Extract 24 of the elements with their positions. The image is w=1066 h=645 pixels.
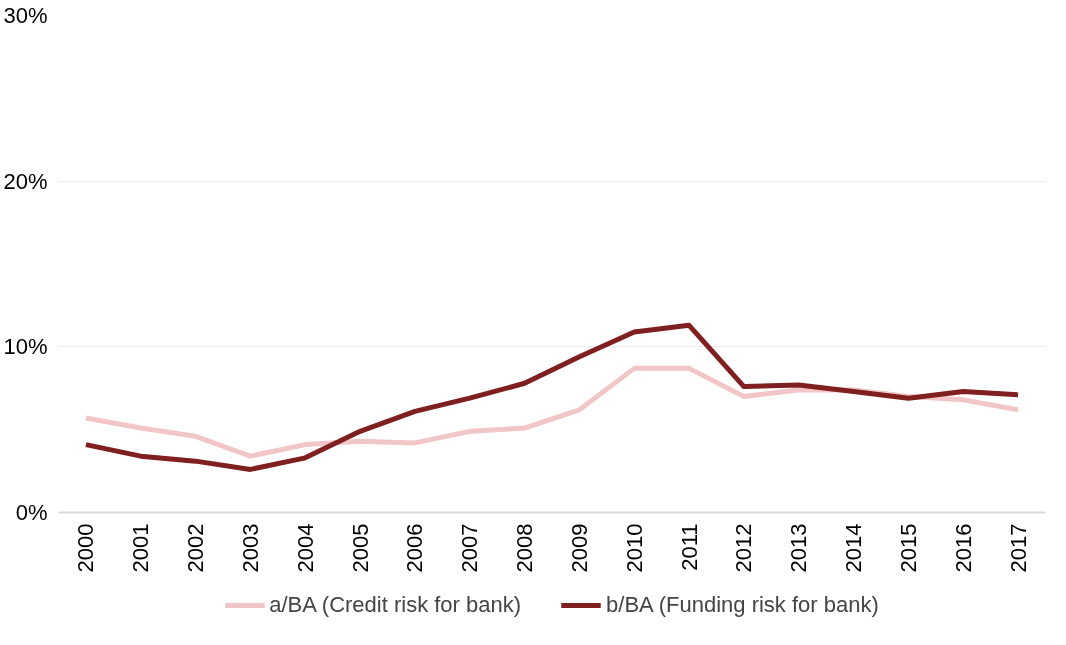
legend-label: a/BA (Credit risk for bank) <box>269 592 522 618</box>
y-tick-label: 10% <box>3 334 48 360</box>
x-tick-label: 2006 <box>402 523 428 573</box>
x-tick-label: 2012 <box>731 523 757 573</box>
x-tick-label: 2008 <box>512 523 538 573</box>
x-tick-label: 2007 <box>457 523 483 573</box>
x-tick-label: 2017 <box>1005 523 1031 573</box>
x-tick-label: 2003 <box>237 523 263 573</box>
legend-label: b/BA (Funding risk for bank) <box>606 592 879 618</box>
x-tick-label: 2016 <box>950 523 976 573</box>
x-tick-label: 2015 <box>895 523 921 573</box>
x-tick-label: 2013 <box>786 523 812 573</box>
x-tick-label: 2002 <box>183 523 209 573</box>
x-tick-label: 2000 <box>73 523 99 573</box>
x-tick-label: 2004 <box>292 523 318 573</box>
x-tick-label: 2014 <box>841 523 867 573</box>
y-tick-label: 0% <box>15 500 48 525</box>
x-tick-label: 2001 <box>128 523 154 573</box>
y-tick-label: 20% <box>3 168 48 194</box>
x-tick-label: 2010 <box>621 523 647 573</box>
y-tick-label: 30% <box>3 3 48 28</box>
x-tick-label: 2009 <box>566 523 592 573</box>
x-tick-label: 2005 <box>347 523 373 573</box>
x-tick-label: 2011 <box>676 523 702 571</box>
